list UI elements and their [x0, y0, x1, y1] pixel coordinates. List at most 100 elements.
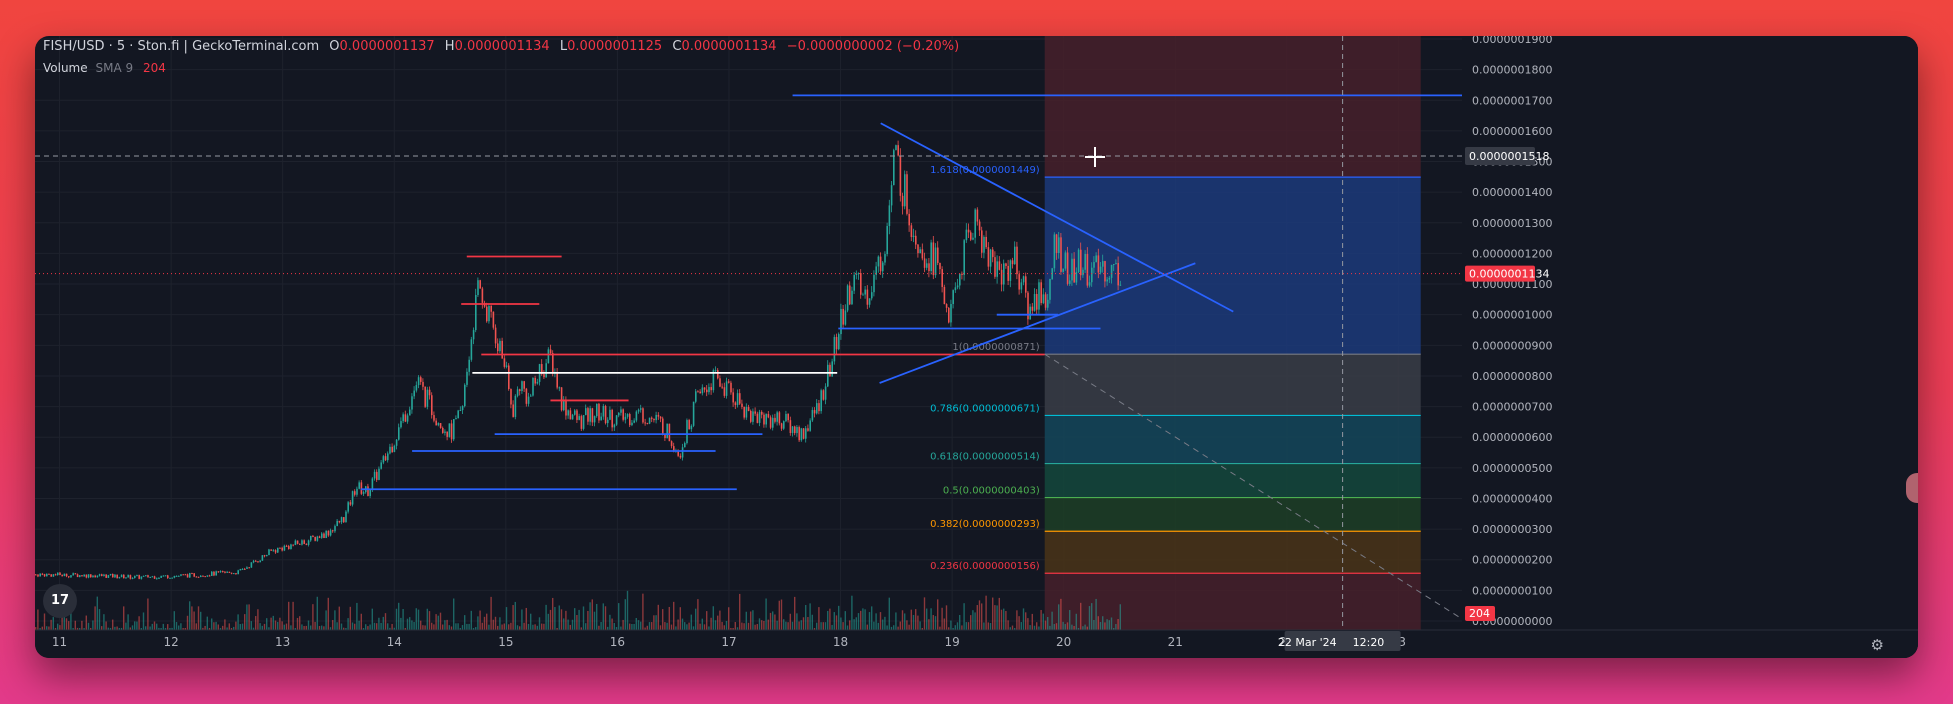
tradingview-logo-icon[interactable]: 17 — [43, 584, 77, 618]
gear-icon[interactable]: ⚙ — [1870, 636, 1884, 654]
volume-bar — [294, 628, 296, 630]
candle — [398, 427, 400, 440]
candle — [318, 536, 321, 538]
volume-bar — [376, 623, 378, 630]
candle — [274, 550, 277, 553]
candle — [103, 574, 105, 576]
time-tick-label: 19 — [944, 635, 959, 649]
candle — [290, 544, 292, 550]
volume-value: 204 — [142, 61, 166, 75]
candle — [582, 415, 585, 429]
volume-bar — [686, 624, 688, 630]
volume-bar — [516, 625, 519, 630]
candle — [233, 573, 235, 575]
price-tick-label: 0.0000001400 — [1472, 186, 1552, 199]
price-chart[interactable]: 1.618(0.0000001449) 1(0.0000000871) 0.786(… — [35, 36, 1918, 658]
volume-bar — [664, 622, 666, 630]
candle — [602, 405, 605, 417]
volume-bar — [340, 623, 343, 630]
volume-bar — [169, 628, 171, 630]
ohlc-legend: FISH/USD · 5 · Ston.fi | GeckoTerminal.c… — [43, 39, 959, 54]
volume-bar — [615, 626, 618, 630]
candle — [1110, 264, 1113, 278]
volume-bar — [785, 621, 787, 630]
candle — [285, 545, 288, 547]
candle — [301, 540, 303, 545]
candle — [1038, 282, 1040, 310]
candle — [688, 420, 690, 430]
candle — [186, 574, 189, 578]
volume-bar — [378, 617, 380, 630]
volume-bar — [1086, 626, 1088, 630]
symbol-title[interactable]: FISH/USD · 5 · Ston.fi | GeckoTerminal.c… — [43, 39, 320, 54]
candle — [961, 273, 963, 275]
candle — [219, 571, 222, 573]
candle — [697, 391, 699, 393]
volume-bar — [629, 623, 631, 630]
volume-bar — [329, 627, 332, 630]
volume-bar — [481, 622, 483, 630]
volume-bar — [167, 624, 169, 630]
candle — [1099, 266, 1102, 273]
candle — [741, 403, 743, 407]
volume-bar — [354, 623, 356, 630]
volume-bar — [805, 605, 807, 630]
candle — [736, 393, 739, 406]
candle — [805, 428, 807, 439]
candle — [992, 249, 994, 258]
candle — [976, 209, 979, 222]
candle — [338, 520, 341, 523]
volume-bar — [919, 621, 921, 630]
candle — [70, 575, 72, 578]
candle — [901, 195, 904, 207]
candle — [96, 575, 99, 578]
fib-level-label: 0.618(0.0000000514) — [930, 452, 1040, 463]
volume-bar — [197, 606, 200, 630]
volume-bar — [882, 619, 884, 630]
candle — [65, 573, 68, 577]
candle — [655, 414, 657, 421]
volume-bar — [244, 614, 246, 630]
candle — [908, 213, 910, 226]
candle — [989, 249, 992, 267]
candle — [565, 399, 567, 416]
volume-bar — [890, 626, 893, 630]
volume-bar — [976, 605, 978, 630]
candle — [1027, 292, 1029, 320]
candle — [1022, 276, 1025, 283]
candle — [1044, 294, 1047, 308]
volume-bar — [706, 611, 708, 630]
volume-bar — [802, 617, 805, 630]
volume-bar — [107, 627, 109, 630]
candle — [450, 423, 453, 440]
candle — [1051, 268, 1053, 280]
volume-legend[interactable]: Volume SMA 9 204 — [43, 61, 166, 75]
open-label: O — [329, 39, 340, 54]
candle — [549, 349, 552, 354]
candle — [642, 408, 644, 423]
candle — [952, 290, 954, 304]
volume-bar — [754, 624, 756, 630]
volume-bar — [620, 626, 622, 630]
candle — [862, 294, 864, 296]
volume-bar — [1029, 625, 1031, 630]
volume-bar — [508, 624, 510, 630]
candle — [519, 389, 521, 392]
volume-bar — [268, 627, 270, 630]
candle — [686, 420, 688, 444]
side-panel-handle[interactable] — [1906, 473, 1918, 503]
candle — [230, 572, 233, 574]
volume-bar — [560, 609, 563, 630]
candle — [426, 389, 429, 407]
high-value: 0.0000001134 — [454, 39, 550, 54]
volume-bar — [688, 622, 690, 630]
candle — [1060, 237, 1062, 272]
candle — [791, 426, 794, 434]
candle — [360, 482, 363, 494]
candle — [457, 410, 459, 419]
volume-bar — [310, 625, 312, 630]
candle — [499, 340, 501, 352]
candle — [477, 280, 479, 295]
candle — [321, 533, 323, 538]
candle — [835, 336, 838, 350]
